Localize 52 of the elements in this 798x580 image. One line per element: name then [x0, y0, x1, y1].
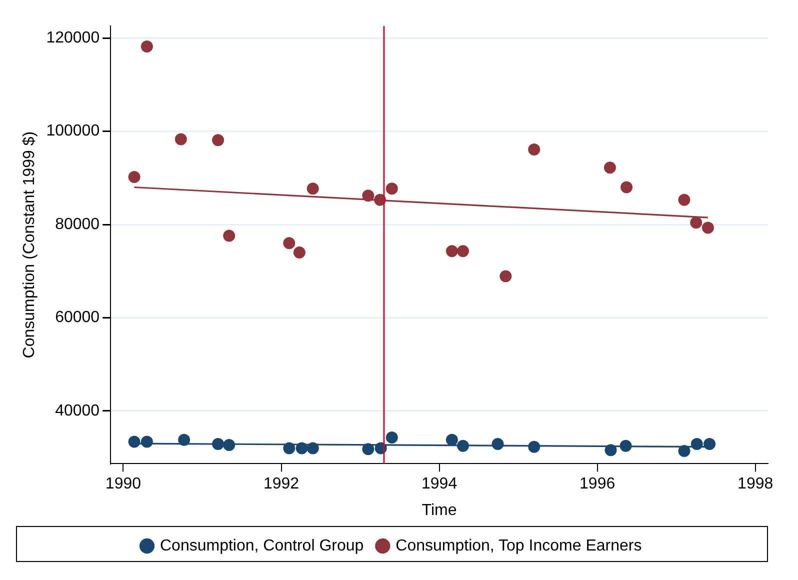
- point: [446, 245, 458, 258]
- point: [604, 444, 617, 456]
- point: [620, 440, 632, 452]
- point: [296, 442, 308, 454]
- point: [604, 162, 616, 174]
- y-tick-label: 80000: [55, 216, 100, 233]
- point: [178, 434, 190, 446]
- point: [457, 440, 469, 452]
- point: [128, 170, 140, 183]
- legend-label: Consumption, Top Income Earners: [396, 537, 642, 554]
- y-tick-label: 60000: [55, 309, 100, 326]
- point: [140, 436, 153, 448]
- point: [702, 222, 714, 234]
- point: [362, 190, 374, 202]
- point: [492, 438, 504, 450]
- point: [704, 438, 716, 450]
- x-axis-title: Time: [422, 502, 457, 519]
- point: [446, 434, 458, 446]
- point: [678, 445, 690, 458]
- x-tick-label: 1996: [580, 476, 616, 493]
- x-tick-label: 1990: [105, 476, 142, 493]
- point: [306, 442, 319, 454]
- point: [620, 181, 633, 194]
- point: [128, 436, 140, 448]
- x-tick-label: 1994: [422, 476, 458, 493]
- legend-label: Consumption, Control Group: [160, 537, 364, 554]
- point: [386, 182, 398, 195]
- point: [362, 443, 374, 456]
- point: [140, 40, 153, 53]
- point: [174, 133, 187, 146]
- point: [283, 442, 296, 454]
- point: [690, 216, 702, 229]
- point: [293, 246, 306, 258]
- point: [283, 237, 296, 250]
- point: [223, 438, 236, 451]
- point: [528, 144, 540, 156]
- y-tick-label: 120000: [46, 30, 100, 47]
- point: [457, 245, 469, 258]
- x-tick-label: 1992: [263, 476, 300, 493]
- point: [528, 440, 540, 453]
- point: [306, 182, 319, 195]
- y-tick-label: 100000: [46, 122, 100, 140]
- point: [212, 134, 224, 146]
- point: [223, 230, 236, 242]
- point: [212, 438, 224, 450]
- x-tick-label: 1998: [738, 476, 774, 493]
- point: [386, 432, 398, 444]
- y-axis-title: Consumption (Constant 1999 $): [21, 131, 38, 358]
- point: [690, 438, 703, 450]
- point: [678, 194, 690, 206]
- y-tick-label: 40000: [55, 402, 100, 420]
- point: [500, 270, 512, 282]
